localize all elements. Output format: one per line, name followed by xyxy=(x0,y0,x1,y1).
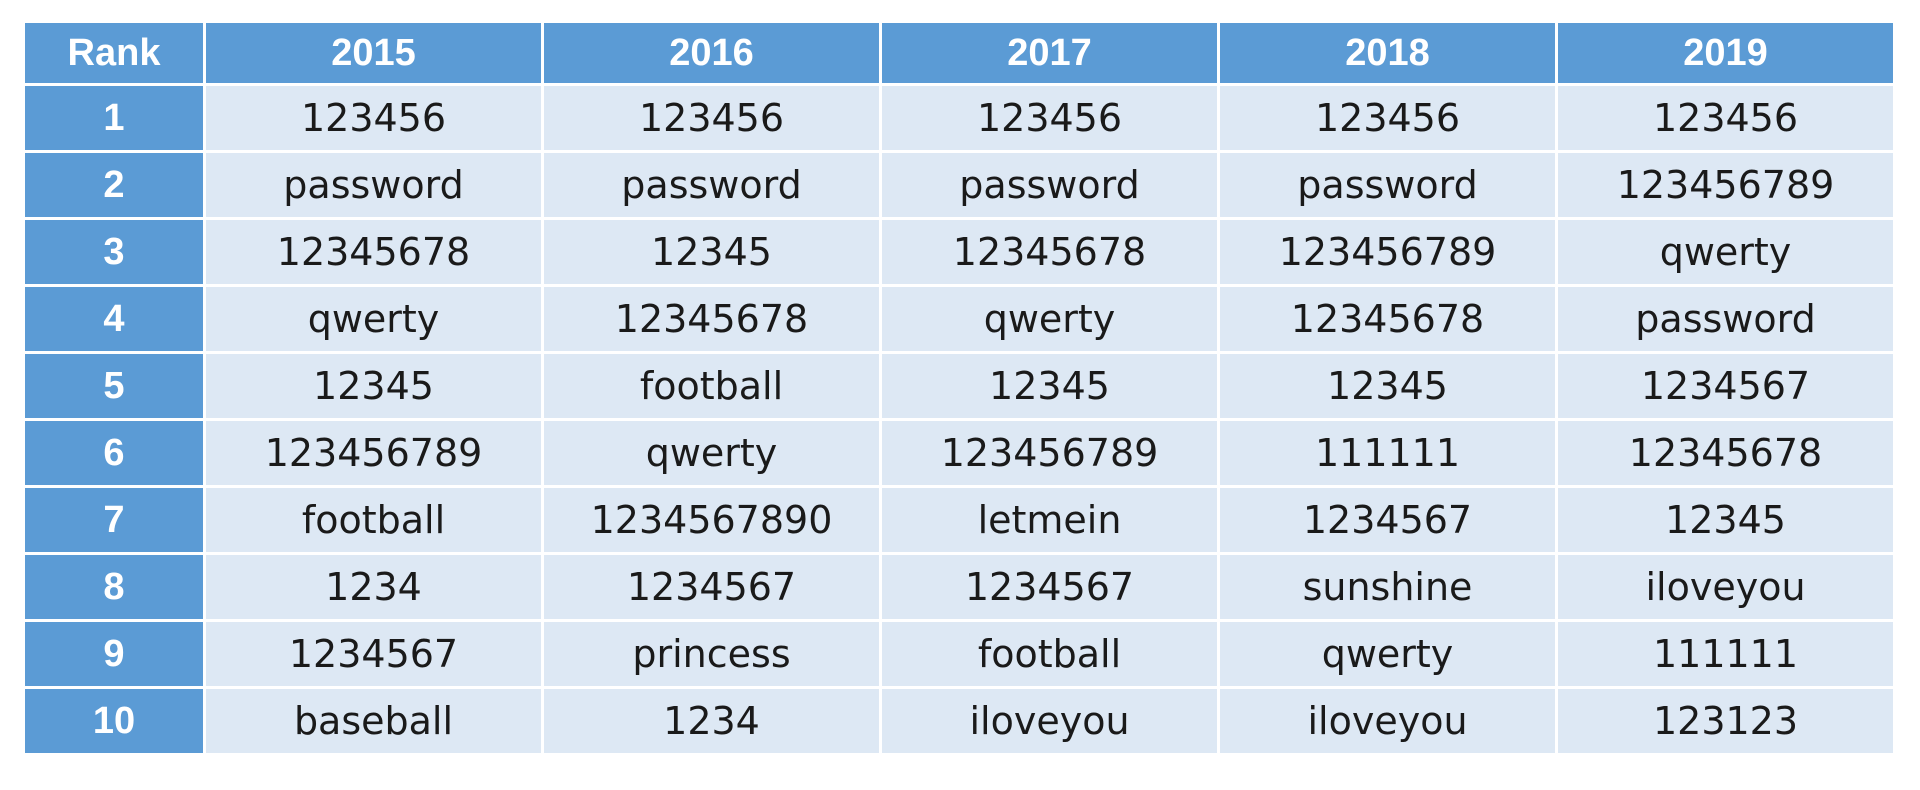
password-cell: 123456 xyxy=(1558,86,1893,150)
rank-cell: 1 xyxy=(25,86,203,150)
table-row: 2 password password password password 1234567… xyxy=(25,153,1893,217)
password-cell: 123456 xyxy=(882,86,1217,150)
rank-cell: 3 xyxy=(25,220,203,284)
table-wrap: Rank 2015 2016 2017 2018 2019 1 123456 123456 12… xyxy=(22,20,1896,756)
password-cell: 123456789 xyxy=(1558,153,1893,217)
rank-cell: 7 xyxy=(25,488,203,552)
password-cell: 123456 xyxy=(1220,86,1555,150)
password-cell: 123456 xyxy=(206,86,541,150)
table-row: 8 1234 1234567 1234567 sunshine iloveyou xyxy=(25,555,1893,619)
table-row: 7 football 1234567890 letmein 1234567 12345 xyxy=(25,488,1893,552)
password-cell: 1234567 xyxy=(544,555,879,619)
password-cell: 1234567 xyxy=(206,622,541,686)
password-cell: password xyxy=(1558,287,1893,351)
password-cell: qwerty xyxy=(1220,622,1555,686)
password-cell: 1234 xyxy=(544,689,879,753)
password-cell: 123456789 xyxy=(206,421,541,485)
password-cell: qwerty xyxy=(206,287,541,351)
header-cell: 2018 xyxy=(1220,23,1555,83)
password-cell: 12345 xyxy=(1220,354,1555,418)
table-row: 4 qwerty 12345678 qwerty 12345678 password xyxy=(25,287,1893,351)
table-row: 9 1234567 princess football qwerty 111111 xyxy=(25,622,1893,686)
password-table: Rank 2015 2016 2017 2018 2019 1 123456 123456 12… xyxy=(22,20,1896,756)
password-cell: qwerty xyxy=(1558,220,1893,284)
password-cell: 111111 xyxy=(1220,421,1555,485)
password-cell: 12345678 xyxy=(1220,287,1555,351)
password-cell: password xyxy=(882,153,1217,217)
password-cell: football xyxy=(206,488,541,552)
password-cell: 12345678 xyxy=(882,220,1217,284)
rank-cell: 9 xyxy=(25,622,203,686)
header-cell: Rank xyxy=(25,23,203,83)
password-cell: iloveyou xyxy=(1220,689,1555,753)
password-cell: 123456789 xyxy=(1220,220,1555,284)
password-cell: 1234567 xyxy=(1220,488,1555,552)
header-cell: 2017 xyxy=(882,23,1217,83)
rank-cell: 10 xyxy=(25,689,203,753)
password-cell: 123456789 xyxy=(882,421,1217,485)
password-cell: 12345 xyxy=(882,354,1217,418)
header-cell: 2016 xyxy=(544,23,879,83)
password-cell: 1234567 xyxy=(882,555,1217,619)
header-cell: 2019 xyxy=(1558,23,1893,83)
password-cell: baseball xyxy=(206,689,541,753)
rank-cell: 6 xyxy=(25,421,203,485)
password-cell: 1234 xyxy=(206,555,541,619)
password-cell: football xyxy=(882,622,1217,686)
table-row: 5 12345 football 12345 12345 1234567 xyxy=(25,354,1893,418)
password-cell: 12345 xyxy=(1558,488,1893,552)
password-cell: 12345678 xyxy=(206,220,541,284)
password-cell: password xyxy=(544,153,879,217)
rank-cell: 4 xyxy=(25,287,203,351)
rank-cell: 8 xyxy=(25,555,203,619)
password-cell: iloveyou xyxy=(882,689,1217,753)
password-cell: iloveyou xyxy=(1558,555,1893,619)
password-cell: 12345 xyxy=(544,220,879,284)
password-cell: qwerty xyxy=(544,421,879,485)
password-cell: 12345678 xyxy=(544,287,879,351)
header-row: Rank 2015 2016 2017 2018 2019 xyxy=(25,23,1893,83)
rank-cell: 2 xyxy=(25,153,203,217)
password-cell: password xyxy=(206,153,541,217)
table-row: 1 123456 123456 123456 123456 123456 xyxy=(25,86,1893,150)
password-cell: 123123 xyxy=(1558,689,1893,753)
password-cell: 111111 xyxy=(1558,622,1893,686)
password-cell: princess xyxy=(544,622,879,686)
table-row: 10 baseball 1234 iloveyou iloveyou 123123 xyxy=(25,689,1893,753)
password-cell: 12345 xyxy=(206,354,541,418)
table-row: 6 123456789 qwerty 123456789 111111 12345678 xyxy=(25,421,1893,485)
password-cell: 12345678 xyxy=(1558,421,1893,485)
password-cell: football xyxy=(544,354,879,418)
rank-cell: 5 xyxy=(25,354,203,418)
password-cell: sunshine xyxy=(1220,555,1555,619)
table-row: 3 12345678 12345 12345678 123456789 qwerty xyxy=(25,220,1893,284)
header-cell: 2015 xyxy=(206,23,541,83)
password-cell: qwerty xyxy=(882,287,1217,351)
password-cell: letmein xyxy=(882,488,1217,552)
password-cell: 1234567890 xyxy=(544,488,879,552)
password-cell: 1234567 xyxy=(1558,354,1893,418)
table-body: 1 123456 123456 123456 123456 123456 2 password… xyxy=(25,86,1893,753)
password-cell: password xyxy=(1220,153,1555,217)
password-cell: 123456 xyxy=(544,86,879,150)
